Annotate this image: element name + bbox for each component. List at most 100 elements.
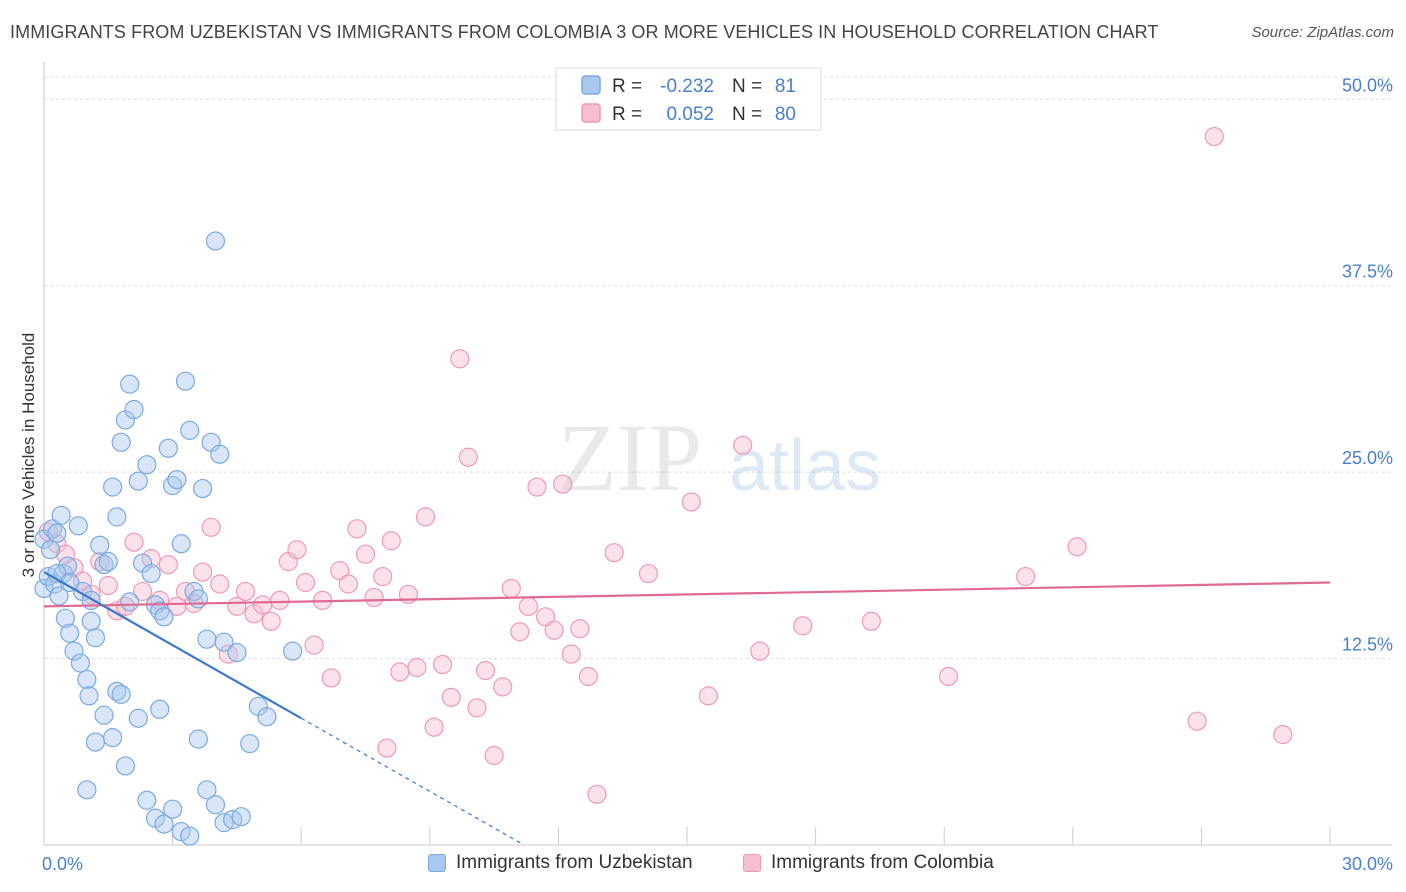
colombia-point (527, 477, 547, 497)
uzbekistan-point (137, 790, 157, 810)
uzbekistan-point (64, 641, 84, 661)
colombia-point (450, 349, 470, 369)
trend-lines (43, 571, 1331, 846)
legend-bottom-colombia[interactable]: Immigrants from Colombia (743, 852, 994, 874)
legend-swatch-colombia (581, 103, 601, 123)
uzbekistan-point (175, 371, 196, 391)
legend-bottom-uzbekistan[interactable]: Immigrants from Uzbekistan (428, 852, 693, 874)
colombia-point (698, 686, 719, 706)
uzbekistan-trend-extension (300, 717, 525, 846)
uzbekistan-point (240, 733, 260, 754)
uzbekistan-point (102, 477, 123, 497)
colombia-point (587, 784, 607, 804)
uzbekistan-point (171, 534, 191, 554)
x-tick-label-min: 0.0% (42, 854, 83, 874)
uzbekistan-point (77, 669, 97, 690)
legend-r-label-uzbekistan: R = (612, 76, 642, 97)
colombia-point (304, 635, 324, 655)
uzbekistan-point (154, 814, 174, 834)
colombia-point (330, 560, 350, 581)
colombia-point (604, 543, 624, 563)
chart-title: IMMIGRANTS FROM UZBEKISTAN VS IMMIGRANTS… (10, 22, 1159, 42)
y-tick-label: 25.0% (1342, 448, 1393, 468)
uzbekistan-point (107, 507, 127, 527)
colombia-point (407, 657, 427, 678)
uzbekistan-point (158, 438, 178, 458)
watermark: ZIP atlas (558, 404, 881, 511)
colombia-point (338, 574, 358, 594)
uzbekistan-point (231, 807, 251, 827)
legend-n-label-uzbekistan: N = (732, 76, 762, 97)
legend-bottom-label-colombia: Immigrants from Colombia (771, 852, 994, 873)
colombia-point (733, 435, 753, 455)
colombia-point (938, 666, 959, 687)
legend-bottom-swatch-colombia (743, 854, 761, 872)
colombia-point (861, 611, 881, 631)
uzbekistan-point (137, 455, 157, 475)
uzbekistan-point (94, 705, 114, 725)
colombia-point (475, 660, 496, 681)
colombia-point (210, 574, 230, 594)
uzbekistan-point (111, 684, 131, 704)
uzbekistan-point (210, 444, 230, 464)
colombia-point (484, 745, 504, 766)
legend-top: R = -0.232 N = 81 R = 0.052 N = 80 (555, 67, 822, 131)
uzbekistan-point (60, 623, 80, 643)
uzbekistan-point (128, 708, 148, 728)
colombia-point (1187, 711, 1207, 731)
uzbekistan-point (79, 686, 99, 706)
uzbekistan-point (205, 231, 226, 251)
uzbekistan-point (111, 432, 131, 452)
legend-r-label-colombia: R = (612, 104, 642, 125)
colombia-point (467, 698, 487, 718)
uzbekistan-point (167, 470, 187, 490)
uzbekistan-point (51, 505, 71, 525)
uzbekistan-point (47, 523, 67, 543)
colombia-point (441, 687, 461, 707)
colombia-point (681, 492, 701, 512)
uzbekistan-point (171, 821, 191, 842)
y-tick-label: 37.5% (1342, 262, 1393, 282)
uzbekistan-point (85, 732, 106, 752)
uzbekistan-point (55, 608, 76, 628)
uzbekistan-point (197, 629, 217, 649)
colombia-point (295, 572, 316, 593)
colombia-point (377, 738, 397, 758)
colombia-trend-line (43, 581, 1331, 608)
colombia-point (253, 595, 273, 615)
colombia-point (433, 654, 453, 675)
legend-r-value-uzbekistan: -0.232 (660, 76, 714, 97)
uzbekistan-point (163, 799, 183, 819)
colombia-point (124, 532, 144, 552)
colombia-point (1273, 725, 1293, 745)
uzbekistan-point (98, 552, 118, 572)
legend-n-value-colombia: 80 (775, 104, 796, 125)
uzbekistan-point (90, 535, 110, 555)
legend-n-label-colombia: N = (732, 104, 762, 125)
colombia-point (55, 544, 76, 564)
uzbekistan-point (193, 478, 213, 499)
legend-r-value-colombia: 0.052 (666, 104, 714, 125)
uzbekistan-point (49, 586, 69, 606)
colombia-point (347, 519, 367, 539)
uzbekistan-point (40, 540, 61, 560)
uzbekistan-point (128, 471, 148, 491)
uzbekistan-point (70, 653, 91, 673)
uzbekistan-point (81, 611, 101, 631)
colombia-point (750, 641, 770, 661)
legend-swatch-uzbekistan (581, 75, 601, 95)
colombia-point (201, 517, 221, 537)
legend-bottom: Immigrants from Uzbekistan Immigrants fr… (0, 852, 1406, 878)
colombia-point (287, 540, 307, 560)
uzbekistan-point (77, 780, 97, 800)
uzbekistan-point (115, 756, 136, 776)
uzbekistan-point (227, 643, 247, 663)
colombia-point (535, 607, 556, 627)
colombia-point (193, 562, 213, 582)
y-axis-label: 3 or more Vehicles in Household (19, 333, 38, 578)
colombia-point (415, 507, 436, 527)
colombia-point (1067, 537, 1087, 557)
uzbekistan-point (197, 780, 217, 800)
uzbekistan-point (257, 707, 277, 727)
colombia-point (141, 549, 161, 569)
